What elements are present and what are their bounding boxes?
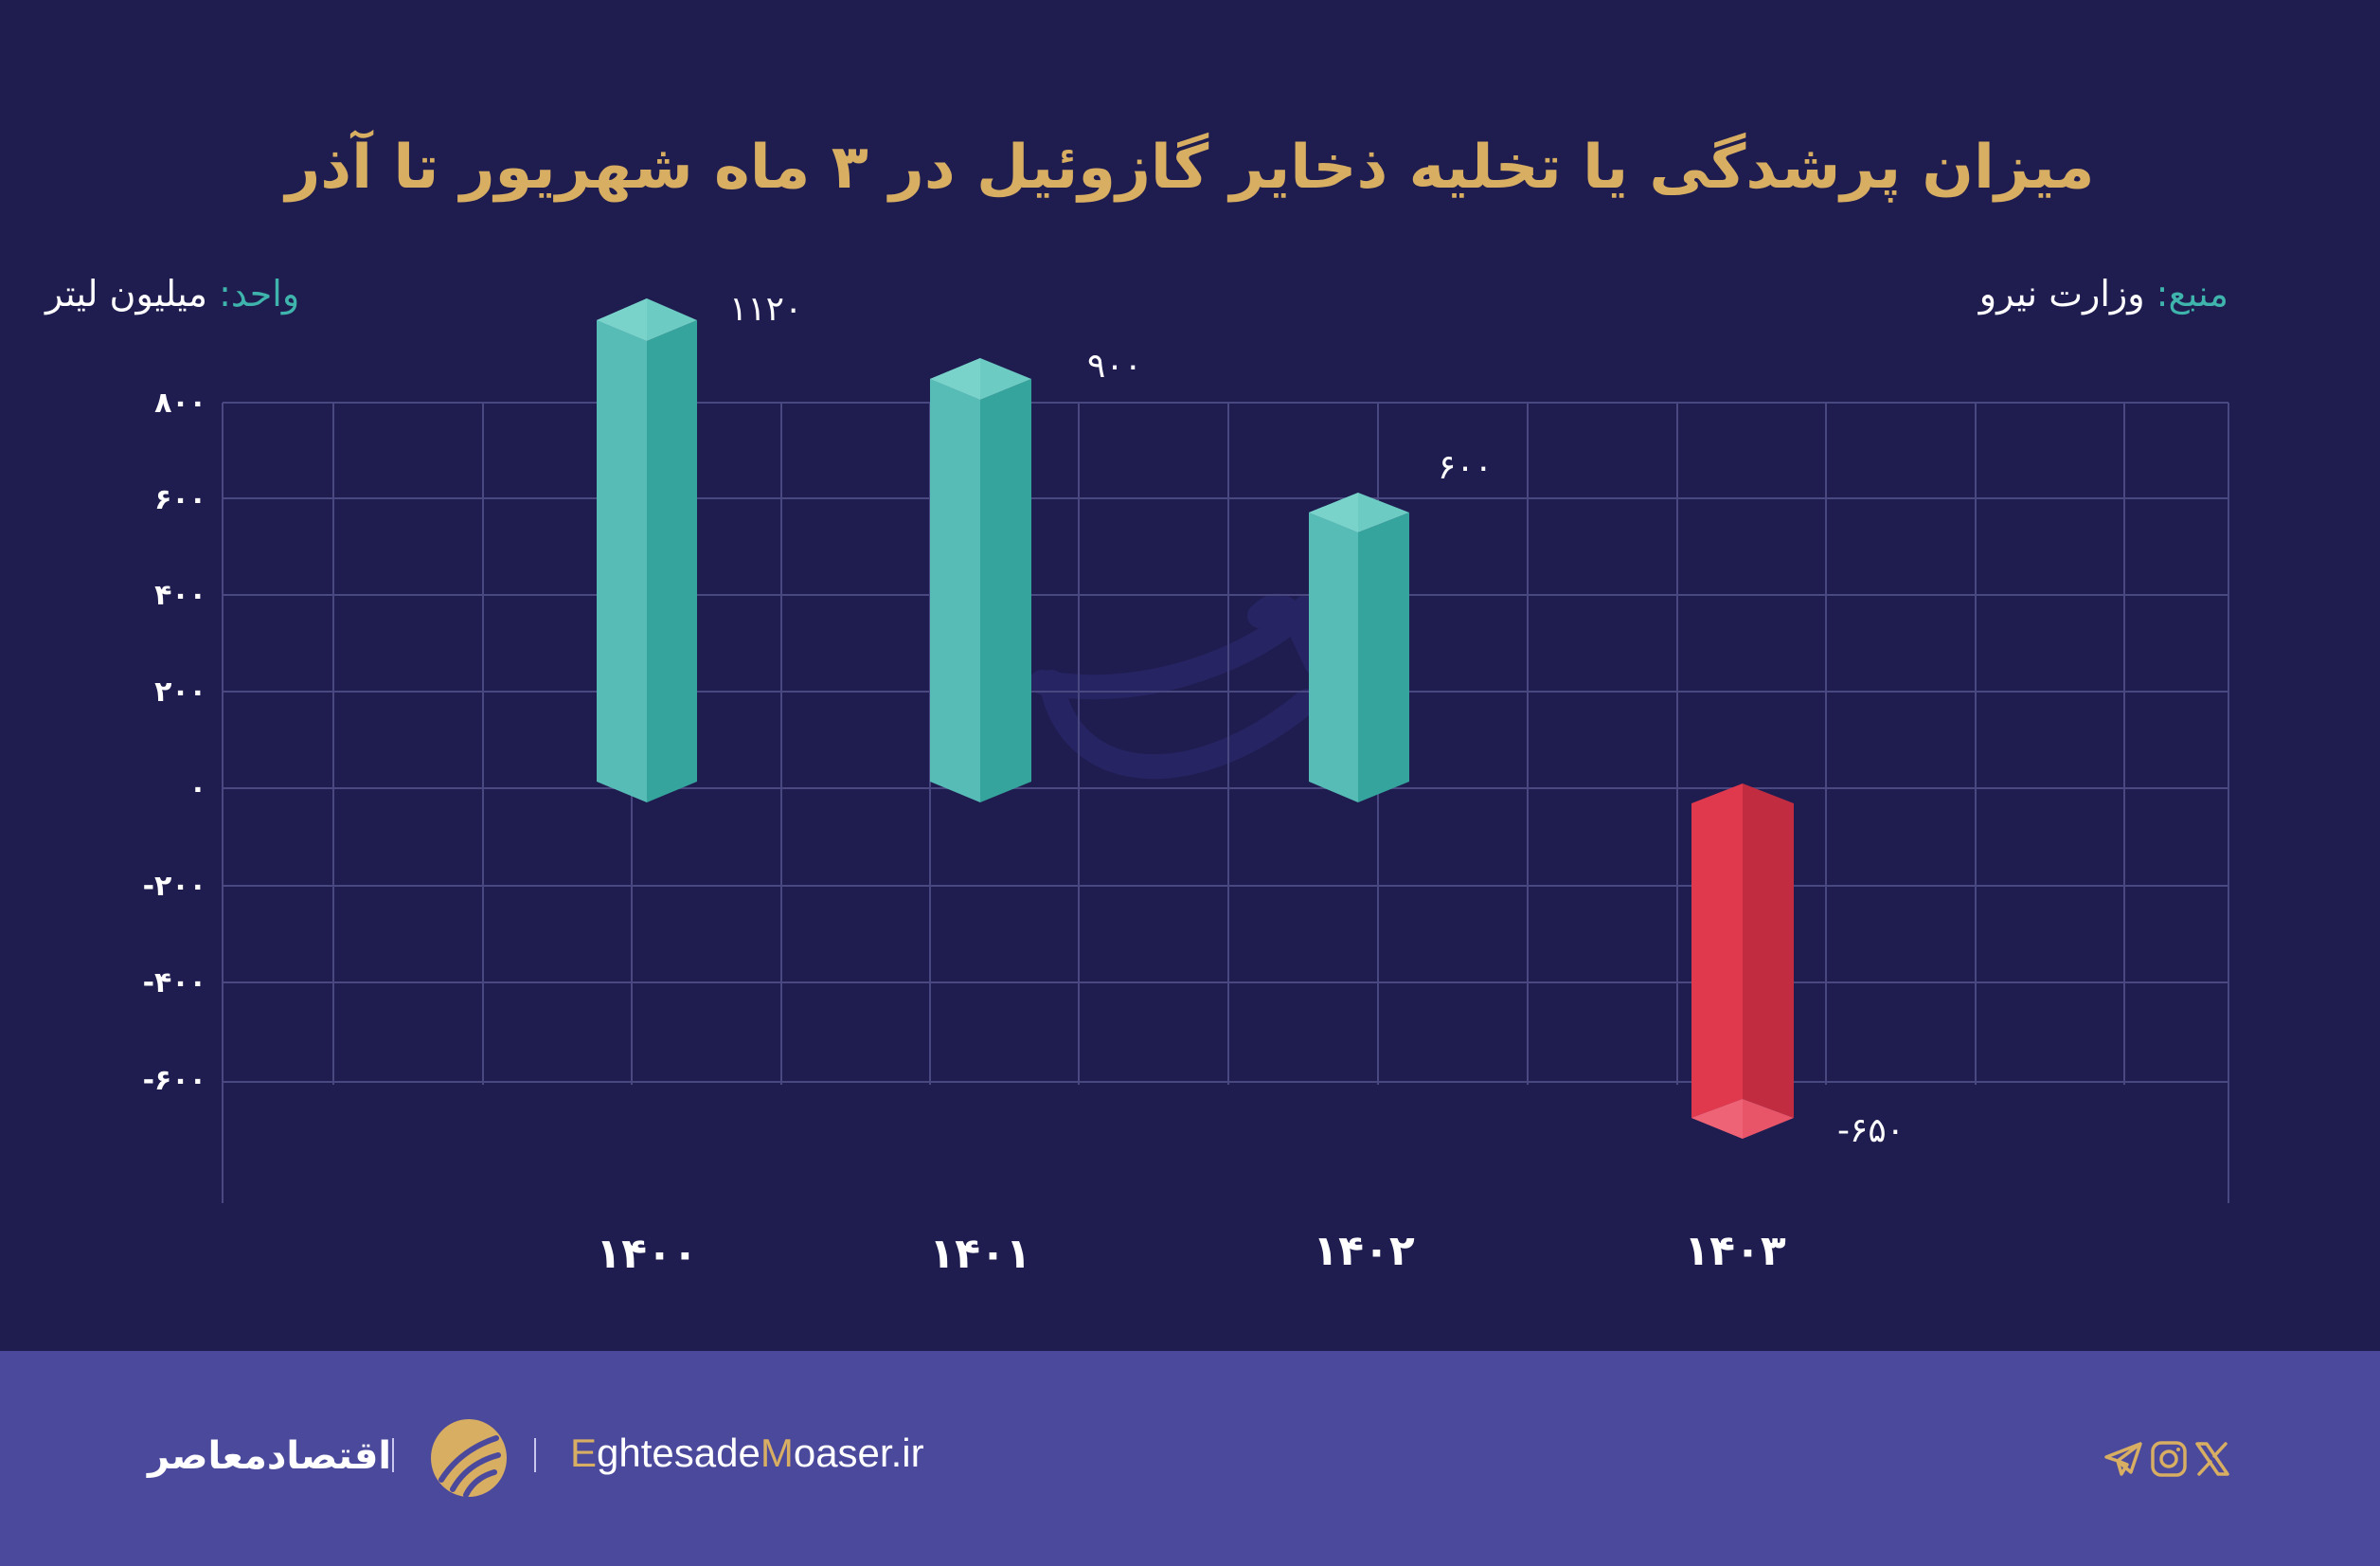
source-label: منبع: وزارت نیرو [1979,273,2228,315]
y-tick: ۶۰۰ [154,483,206,516]
y-tick: -۴۰۰ [143,966,206,999]
bar-value-label: -۶۵۰ [1837,1111,1905,1150]
x-axis-labels: ۱۴۰۰ ۱۴۰۱ ۱۴۰۲ ۱۴۰۳ [596,1227,1786,1278]
brand-logo-icon [431,1419,507,1498]
unit-label: واحد: میلیون لیتر [45,273,299,315]
bar-1402: ۶۰۰ [1309,448,1493,802]
y-tick: -۶۰۰ [143,1064,206,1097]
y-tick: ۲۰۰ [154,675,206,709]
source-value: وزارت نیرو [1978,273,2145,315]
source-key: منبع: [2156,273,2228,315]
chart-title: میزان پرشدگی یا تخلیه ذخایر گازوئیل در ۳… [285,133,2095,203]
bar-1401: ۹۰۰ [930,347,1142,802]
x-tick: ۱۴۰۳ [1684,1227,1786,1275]
telegram-icon[interactable] [2103,1440,2144,1478]
site-initial-m: M [760,1431,794,1475]
bar-1400: ۱۱۲۰ [597,290,802,802]
bar-chart: ۸۰۰ ۶۰۰ ۴۰۰ ۲۰۰ ۰ -۲۰۰ -۴۰۰ -۶۰۰ ۱۱۲۰ ۹۰… [143,290,2229,1278]
x-tick: ۱۴۰۰ [596,1230,697,1278]
bar-value-label: ۱۱۲۰ [729,290,802,329]
site-text: oaser.ir [793,1431,924,1475]
instagram-icon[interactable] [2150,1440,2188,1478]
x-tick: ۱۴۰۱ [929,1230,1030,1278]
bar-value-label: ۶۰۰ [1438,448,1493,487]
bar-value-label: ۹۰۰ [1087,347,1142,386]
brand-name-fa: اقتصادمعاصر [148,1434,392,1478]
site-initial-e: E [570,1431,598,1475]
unit-key: واحد: [219,273,300,315]
watermark-logo [1029,593,1329,780]
x-tick: ۱۴۰۲ [1313,1227,1415,1275]
bar-1403: -۶۵۰ [1691,783,1905,1150]
footer-separator [392,1438,394,1472]
grid-horizontal [223,402,2228,1083]
grid-vertical [222,403,2229,1203]
unit-value: میلیون لیتر [45,273,207,315]
y-tick: ۸۰۰ [154,387,206,420]
y-axis-labels: ۸۰۰ ۶۰۰ ۴۰۰ ۲۰۰ ۰ -۲۰۰ -۴۰۰ -۶۰۰ [143,387,206,1097]
site-text: ghtesade [597,1431,761,1475]
footer: اقتصادمعاصر EghtesadeMoaser.ir [0,1351,2380,1566]
y-tick: ۴۰۰ [154,579,206,612]
x-icon[interactable] [2193,1440,2231,1478]
y-tick: -۲۰۰ [143,870,206,903]
footer-separator [534,1438,536,1472]
y-tick: ۰ [189,772,206,805]
website-link[interactable]: EghtesadeMoaser.ir [570,1431,924,1476]
